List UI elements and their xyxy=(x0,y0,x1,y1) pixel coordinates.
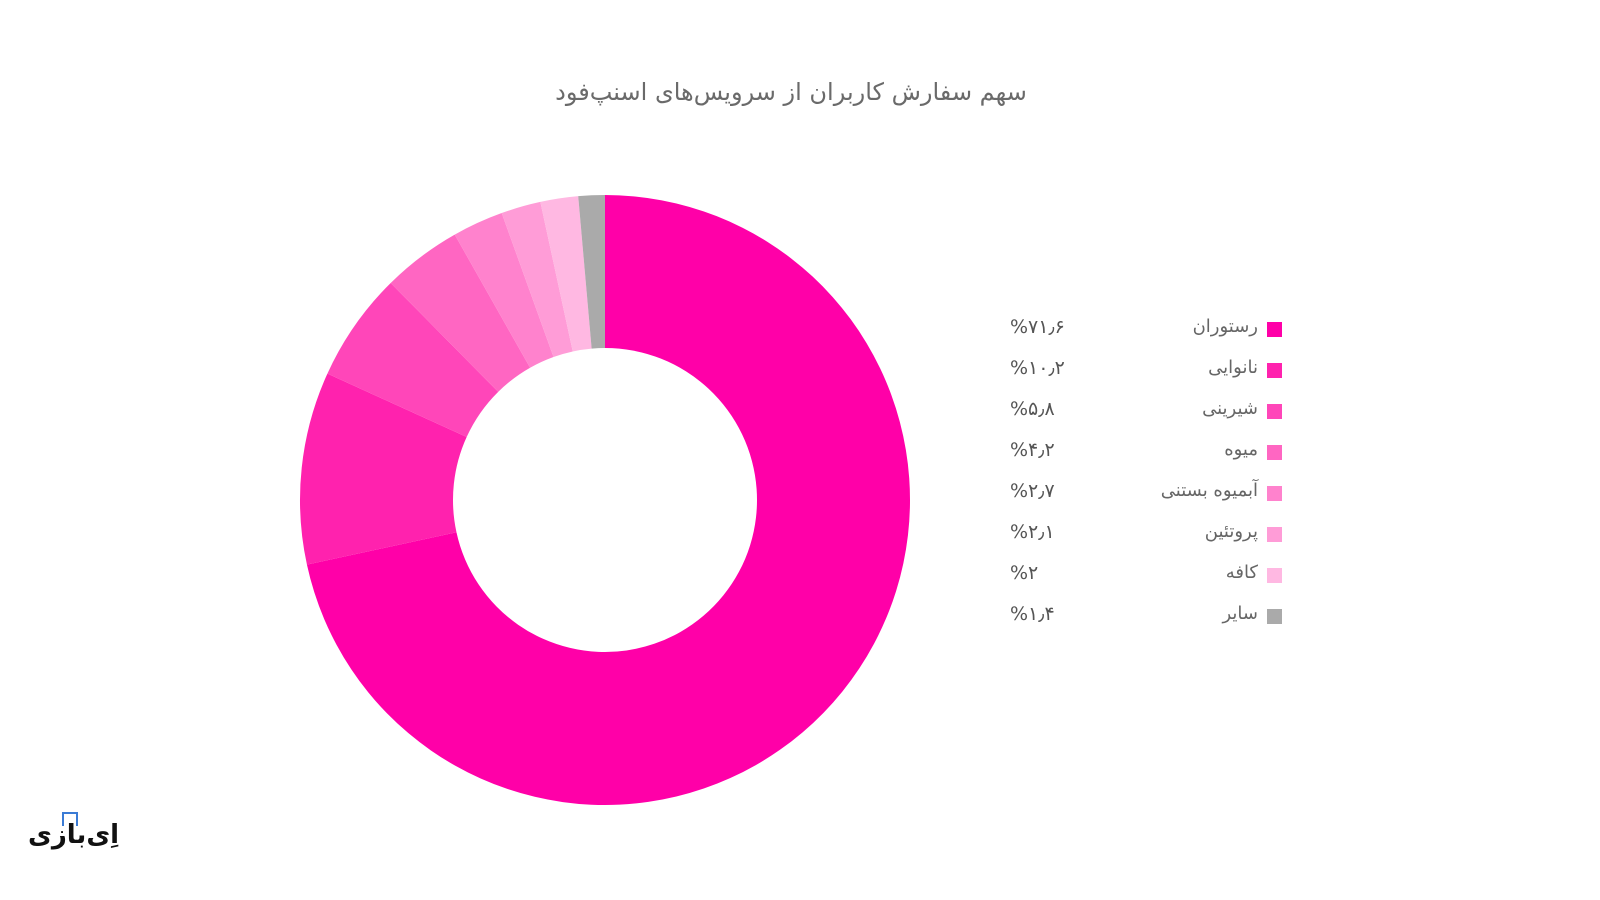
donut-slice xyxy=(390,234,531,392)
logo-text: اِی‌بازی xyxy=(28,820,120,850)
legend-item: %۲٫۷ آبمیوه بستنی xyxy=(1000,476,1300,517)
donut-slice xyxy=(300,373,467,565)
legend-swatch-icon xyxy=(1267,609,1282,624)
legend-value: %۴٫۲ xyxy=(1010,439,1055,461)
legend-value: %۷۱٫۶ xyxy=(1010,316,1065,338)
legend-swatch-icon xyxy=(1267,445,1282,460)
legend-label: سایر xyxy=(1222,603,1258,624)
legend-value: %۲٫۱ xyxy=(1010,521,1055,543)
legend-label: کافه xyxy=(1225,562,1258,583)
legend-item: %۷۱٫۶ رستوران xyxy=(1000,312,1300,353)
legend-label: میوه xyxy=(1224,439,1258,460)
legend-swatch-icon xyxy=(1267,527,1282,542)
legend-swatch-icon xyxy=(1267,363,1282,378)
legend-value: %۲٫۷ xyxy=(1010,480,1055,502)
legend-label: رستوران xyxy=(1192,316,1258,337)
donut-slices xyxy=(300,195,910,806)
donut-slice xyxy=(306,195,910,806)
legend-value: %۵٫۸ xyxy=(1010,398,1055,420)
legend-swatch-icon xyxy=(1267,486,1282,501)
legend-item: %۵٫۸ شیرینی xyxy=(1000,394,1300,435)
legend-item: %۲ کافه xyxy=(1000,558,1300,599)
legend-label: پروتئین xyxy=(1204,521,1258,542)
legend-label: شیرینی xyxy=(1202,398,1258,419)
donut-slice xyxy=(454,213,554,368)
legend-item: %۲٫۱ پروتئین xyxy=(1000,517,1300,558)
legend-swatch-icon xyxy=(1267,322,1282,337)
donut-slice xyxy=(501,201,573,357)
legend-item: %۱۰٫۲ نانوایی xyxy=(1000,353,1300,394)
legend-item: %۴٫۲ میوه xyxy=(1000,435,1300,476)
legend-value: %۱٫۴ xyxy=(1010,603,1055,625)
donut-slice xyxy=(327,282,499,438)
chart-title: سهم سفارش کاربران از سرویس‌های اسنپ‌فود xyxy=(555,78,1027,106)
legend-label: آبمیوه بستنی xyxy=(1160,480,1258,501)
legend-swatch-icon xyxy=(1267,568,1282,583)
legend-label: نانوایی xyxy=(1208,357,1258,378)
donut-slice xyxy=(578,195,605,349)
legend-item: %۱٫۴ سایر xyxy=(1000,599,1300,640)
legend-swatch-icon xyxy=(1267,404,1282,419)
legend-value: %۱۰٫۲ xyxy=(1010,357,1065,379)
donut-slice xyxy=(540,196,592,352)
legend-value: %۲ xyxy=(1010,562,1039,584)
site-logo: اِی‌بازی xyxy=(28,812,119,857)
logo-mark-icon xyxy=(62,812,78,826)
legend: %۷۱٫۶ رستوران %۱۰٫۲ نانوایی %۵٫۸ شیرینی … xyxy=(1000,312,1300,640)
